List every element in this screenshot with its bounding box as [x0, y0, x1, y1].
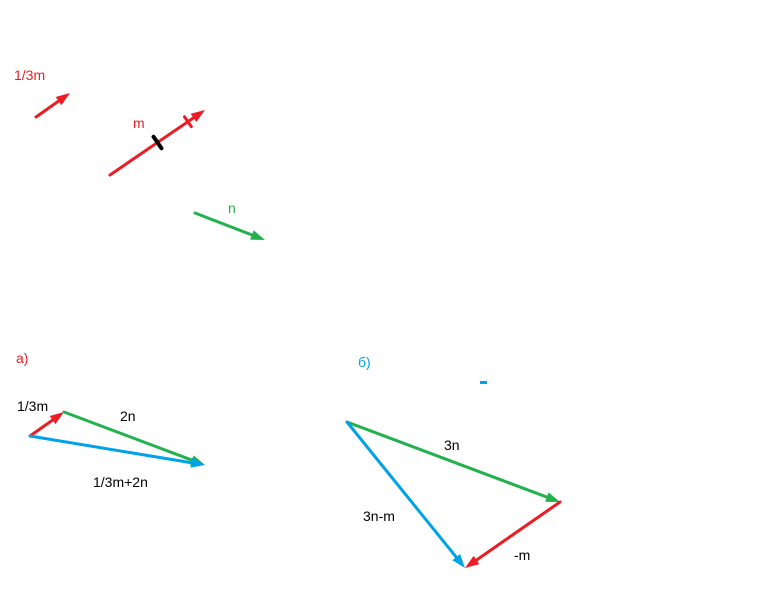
stray-mark — [480, 381, 487, 384]
lbl-b-3n-m: 3n-m — [363, 508, 395, 524]
vector-a-1-3m — [30, 412, 64, 436]
vector-a-sum — [30, 436, 205, 468]
tick-mark — [154, 137, 162, 149]
lbl-a-sum: 1/3m+2n — [93, 474, 148, 490]
lbl-a-2n: 2n — [120, 408, 136, 424]
lbl-b-neg-m: -m — [514, 547, 530, 563]
lbl-b: б) — [358, 354, 371, 370]
lbl-a: а) — [16, 350, 28, 366]
vector-v-1-3m — [36, 93, 70, 117]
lbl-b-3n: 3n — [444, 437, 460, 453]
lbl-n: n — [228, 200, 236, 216]
vector-v-n — [195, 213, 265, 240]
lbl-m: m — [133, 115, 145, 131]
vector-b-neg-m — [465, 502, 560, 568]
lbl-a-1-3m: 1/3m — [17, 398, 48, 414]
lbl-1-3m-top: 1/3m — [14, 67, 45, 83]
